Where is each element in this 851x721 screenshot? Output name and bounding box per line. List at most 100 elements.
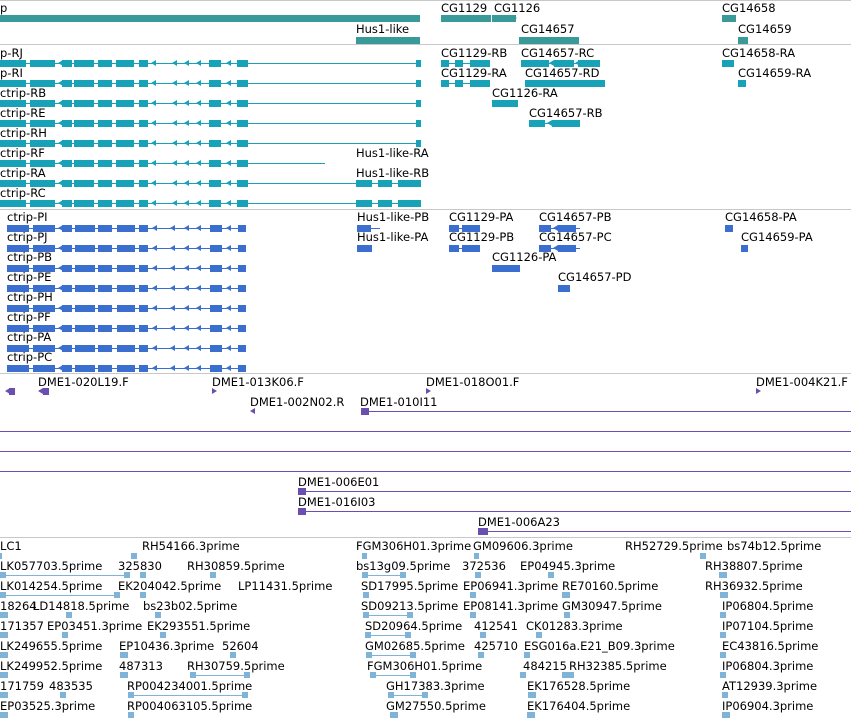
clone-glyph[interactable] bbox=[43, 388, 49, 395]
est-glyph[interactable] bbox=[124, 572, 130, 578]
transcript-label[interactable]: CG14658-RA bbox=[722, 46, 796, 60]
est-label[interactable]: IP06804.3prime bbox=[722, 659, 814, 673]
transcript-exon[interactable] bbox=[116, 180, 134, 187]
transcript-exon[interactable] bbox=[210, 245, 222, 252]
est-label[interactable]: EP03525.3prime bbox=[0, 699, 96, 713]
transcript-exon[interactable] bbox=[75, 265, 95, 272]
est-label[interactable]: AT12939.3prime bbox=[722, 679, 818, 693]
transcript-exon[interactable] bbox=[98, 345, 112, 352]
strand-arrow[interactable] bbox=[196, 265, 201, 271]
gene-glyph[interactable] bbox=[738, 37, 748, 44]
transcript-exon[interactable] bbox=[139, 120, 148, 127]
transcript-exon[interactable] bbox=[116, 200, 134, 207]
est-glyph[interactable] bbox=[120, 672, 128, 678]
transcript-exon[interactable] bbox=[539, 245, 551, 252]
transcript-exon[interactable] bbox=[62, 285, 72, 292]
est-glyph[interactable] bbox=[363, 612, 369, 618]
transcript-exon[interactable] bbox=[470, 80, 490, 87]
strand-arrow[interactable] bbox=[547, 120, 552, 126]
strand-arrow[interactable] bbox=[226, 325, 231, 331]
strand-arrow[interactable] bbox=[170, 365, 175, 371]
transcript-exon[interactable] bbox=[455, 60, 463, 67]
transcript-exon[interactable] bbox=[209, 180, 221, 187]
est-glyph[interactable] bbox=[370, 672, 376, 678]
strand-arrow[interactable] bbox=[226, 80, 231, 86]
strand-arrow[interactable] bbox=[152, 245, 157, 251]
transcript-exon[interactable] bbox=[30, 60, 55, 67]
transcript-exon[interactable] bbox=[492, 265, 520, 272]
strand-arrow[interactable] bbox=[58, 120, 63, 126]
est-label[interactable]: FGM306H01.5prime bbox=[367, 659, 483, 673]
est-glyph[interactable] bbox=[720, 632, 726, 638]
transcript-exon[interactable] bbox=[98, 60, 112, 67]
transcript-exon[interactable] bbox=[552, 120, 580, 127]
transcript-label[interactable]: CG1126-RA bbox=[492, 86, 558, 100]
est-label[interactable]: 325830 bbox=[118, 559, 162, 573]
transcript-exon[interactable] bbox=[98, 200, 112, 207]
transcript-exon[interactable] bbox=[98, 325, 112, 332]
strand-arrow[interactable] bbox=[152, 225, 157, 231]
transcript-exon[interactable] bbox=[116, 160, 134, 167]
strand-arrow[interactable] bbox=[184, 345, 189, 351]
gene-glyph[interactable] bbox=[356, 37, 420, 44]
transcript-exon[interactable] bbox=[0, 60, 26, 67]
transcript-exon[interactable] bbox=[75, 365, 95, 372]
strand-arrow[interactable] bbox=[196, 305, 201, 311]
strand-arrow[interactable] bbox=[170, 325, 175, 331]
transcript-exon[interactable] bbox=[139, 180, 148, 187]
transcript-label[interactable]: ctrip-RB bbox=[0, 86, 47, 100]
transcript-exon[interactable] bbox=[139, 285, 148, 292]
transcript-label[interactable]: ctrip-PB bbox=[7, 250, 53, 264]
strand-arrow[interactable] bbox=[196, 140, 201, 146]
transcript-exon[interactable] bbox=[0, 120, 26, 127]
transcript-exon[interactable] bbox=[33, 365, 55, 372]
transcript-exon[interactable] bbox=[449, 245, 459, 252]
transcript-exon[interactable] bbox=[209, 60, 221, 67]
strand-arrow[interactable] bbox=[549, 60, 554, 66]
transcript-exon[interactable] bbox=[209, 140, 221, 147]
transcript-label[interactable]: ctrip-PJ bbox=[7, 230, 48, 244]
est-glyph[interactable] bbox=[62, 632, 68, 638]
transcript-exon[interactable] bbox=[116, 140, 134, 147]
strand-arrow[interactable] bbox=[226, 100, 231, 106]
transcript-label[interactable]: ctrip-RA bbox=[0, 166, 46, 180]
strand-arrow[interactable] bbox=[226, 305, 231, 311]
strand-arrow[interactable] bbox=[172, 80, 177, 86]
strand-arrow[interactable] bbox=[58, 60, 63, 66]
transcript-exon[interactable] bbox=[210, 225, 222, 232]
transcript-exon[interactable] bbox=[139, 345, 148, 352]
transcript-exon[interactable] bbox=[356, 200, 372, 207]
est-glyph[interactable] bbox=[470, 592, 476, 598]
strand-arrow[interactable] bbox=[184, 305, 189, 311]
est-glyph[interactable] bbox=[0, 672, 8, 678]
est-glyph[interactable] bbox=[244, 672, 250, 678]
gene-label[interactable]: Hus1-like bbox=[356, 22, 410, 36]
transcript-exon[interactable] bbox=[62, 80, 72, 87]
est-glyph[interactable] bbox=[536, 632, 542, 638]
transcript-exon[interactable] bbox=[238, 305, 246, 312]
est-glyph[interactable] bbox=[0, 632, 8, 638]
strand-arrow[interactable] bbox=[5, 388, 10, 394]
est-label[interactable]: 18264 bbox=[0, 599, 37, 613]
transcript-exon[interactable] bbox=[62, 265, 72, 272]
est-label[interactable]: GM02685.5prime bbox=[365, 639, 465, 653]
strand-arrow[interactable] bbox=[184, 140, 189, 146]
transcript-exon[interactable] bbox=[62, 140, 72, 147]
strand-arrow[interactable] bbox=[196, 160, 201, 166]
clone-label[interactable]: DME1-018O01.F bbox=[426, 375, 520, 389]
transcript-label[interactable]: Hus1-like-RB bbox=[356, 166, 430, 180]
est-glyph[interactable] bbox=[719, 572, 727, 578]
est-glyph[interactable] bbox=[422, 692, 428, 698]
transcript-exon[interactable] bbox=[74, 120, 94, 127]
transcript-exon[interactable] bbox=[139, 325, 148, 332]
est-label[interactable]: SD17995.5prime bbox=[361, 579, 459, 593]
transcript-exon[interactable] bbox=[139, 365, 148, 372]
strand-arrow[interactable] bbox=[226, 225, 231, 231]
transcript-exon[interactable] bbox=[210, 365, 222, 372]
transcript-exon[interactable] bbox=[62, 160, 72, 167]
transcript-exon[interactable] bbox=[725, 225, 733, 232]
est-glyph[interactable] bbox=[722, 712, 730, 718]
transcript-exon[interactable] bbox=[7, 285, 29, 292]
strand-arrow[interactable] bbox=[172, 140, 177, 146]
strand-arrow[interactable] bbox=[58, 225, 63, 231]
